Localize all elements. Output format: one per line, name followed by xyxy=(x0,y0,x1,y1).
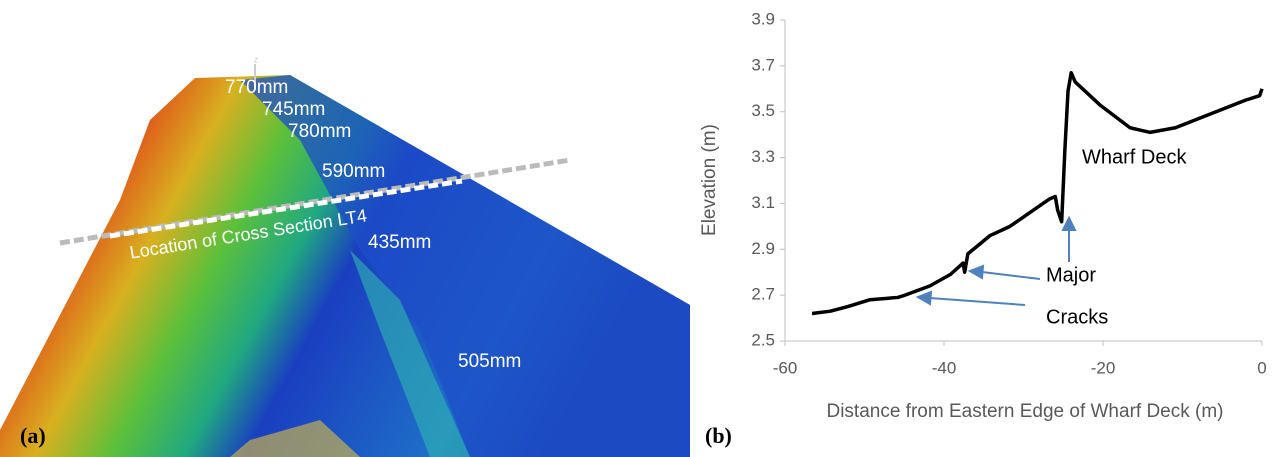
x-tick-label: -60 xyxy=(773,358,798,377)
annotation: Wharf Deck xyxy=(1082,146,1187,168)
y-tick-label: 3.1 xyxy=(751,193,775,212)
y-tick-label: 3.7 xyxy=(751,55,775,74)
depth-label: 770mm xyxy=(225,77,288,98)
y-axis-label: Elevation (m) xyxy=(699,124,720,236)
arrows xyxy=(915,215,1077,306)
depth-label: 745mm xyxy=(262,99,325,120)
x-axis-label: Distance from Eastern Edge of Wharf Deck… xyxy=(826,401,1224,422)
depth-label: 505mm xyxy=(458,351,521,372)
axis-marker: z xyxy=(254,54,259,64)
line xyxy=(811,70,1264,316)
point-cloud xyxy=(0,75,690,457)
depth-label: 590mm xyxy=(322,161,385,182)
y-tick-label: 3.9 xyxy=(751,9,775,28)
annotation: Cracks xyxy=(1046,306,1108,328)
panel-label: (a) xyxy=(20,423,46,448)
y-tick-label: 2.7 xyxy=(751,285,775,304)
annotation: Major xyxy=(1046,264,1096,286)
section-line xyxy=(109,178,463,239)
y-tick-label: 3.3 xyxy=(751,147,775,166)
x-tick-label: -40 xyxy=(932,358,957,377)
depth-label: 780mm xyxy=(288,121,351,142)
x-tick-label: 0 xyxy=(1257,358,1266,377)
panel-label: (b) xyxy=(705,423,732,448)
depth-label: 435mm xyxy=(368,232,431,253)
y-tick-label: 2.9 xyxy=(751,239,775,258)
y-tick-label: 3.5 xyxy=(751,101,775,120)
x-tick-label: -20 xyxy=(1091,358,1116,377)
y-tick-label: 2.5 xyxy=(751,330,775,349)
